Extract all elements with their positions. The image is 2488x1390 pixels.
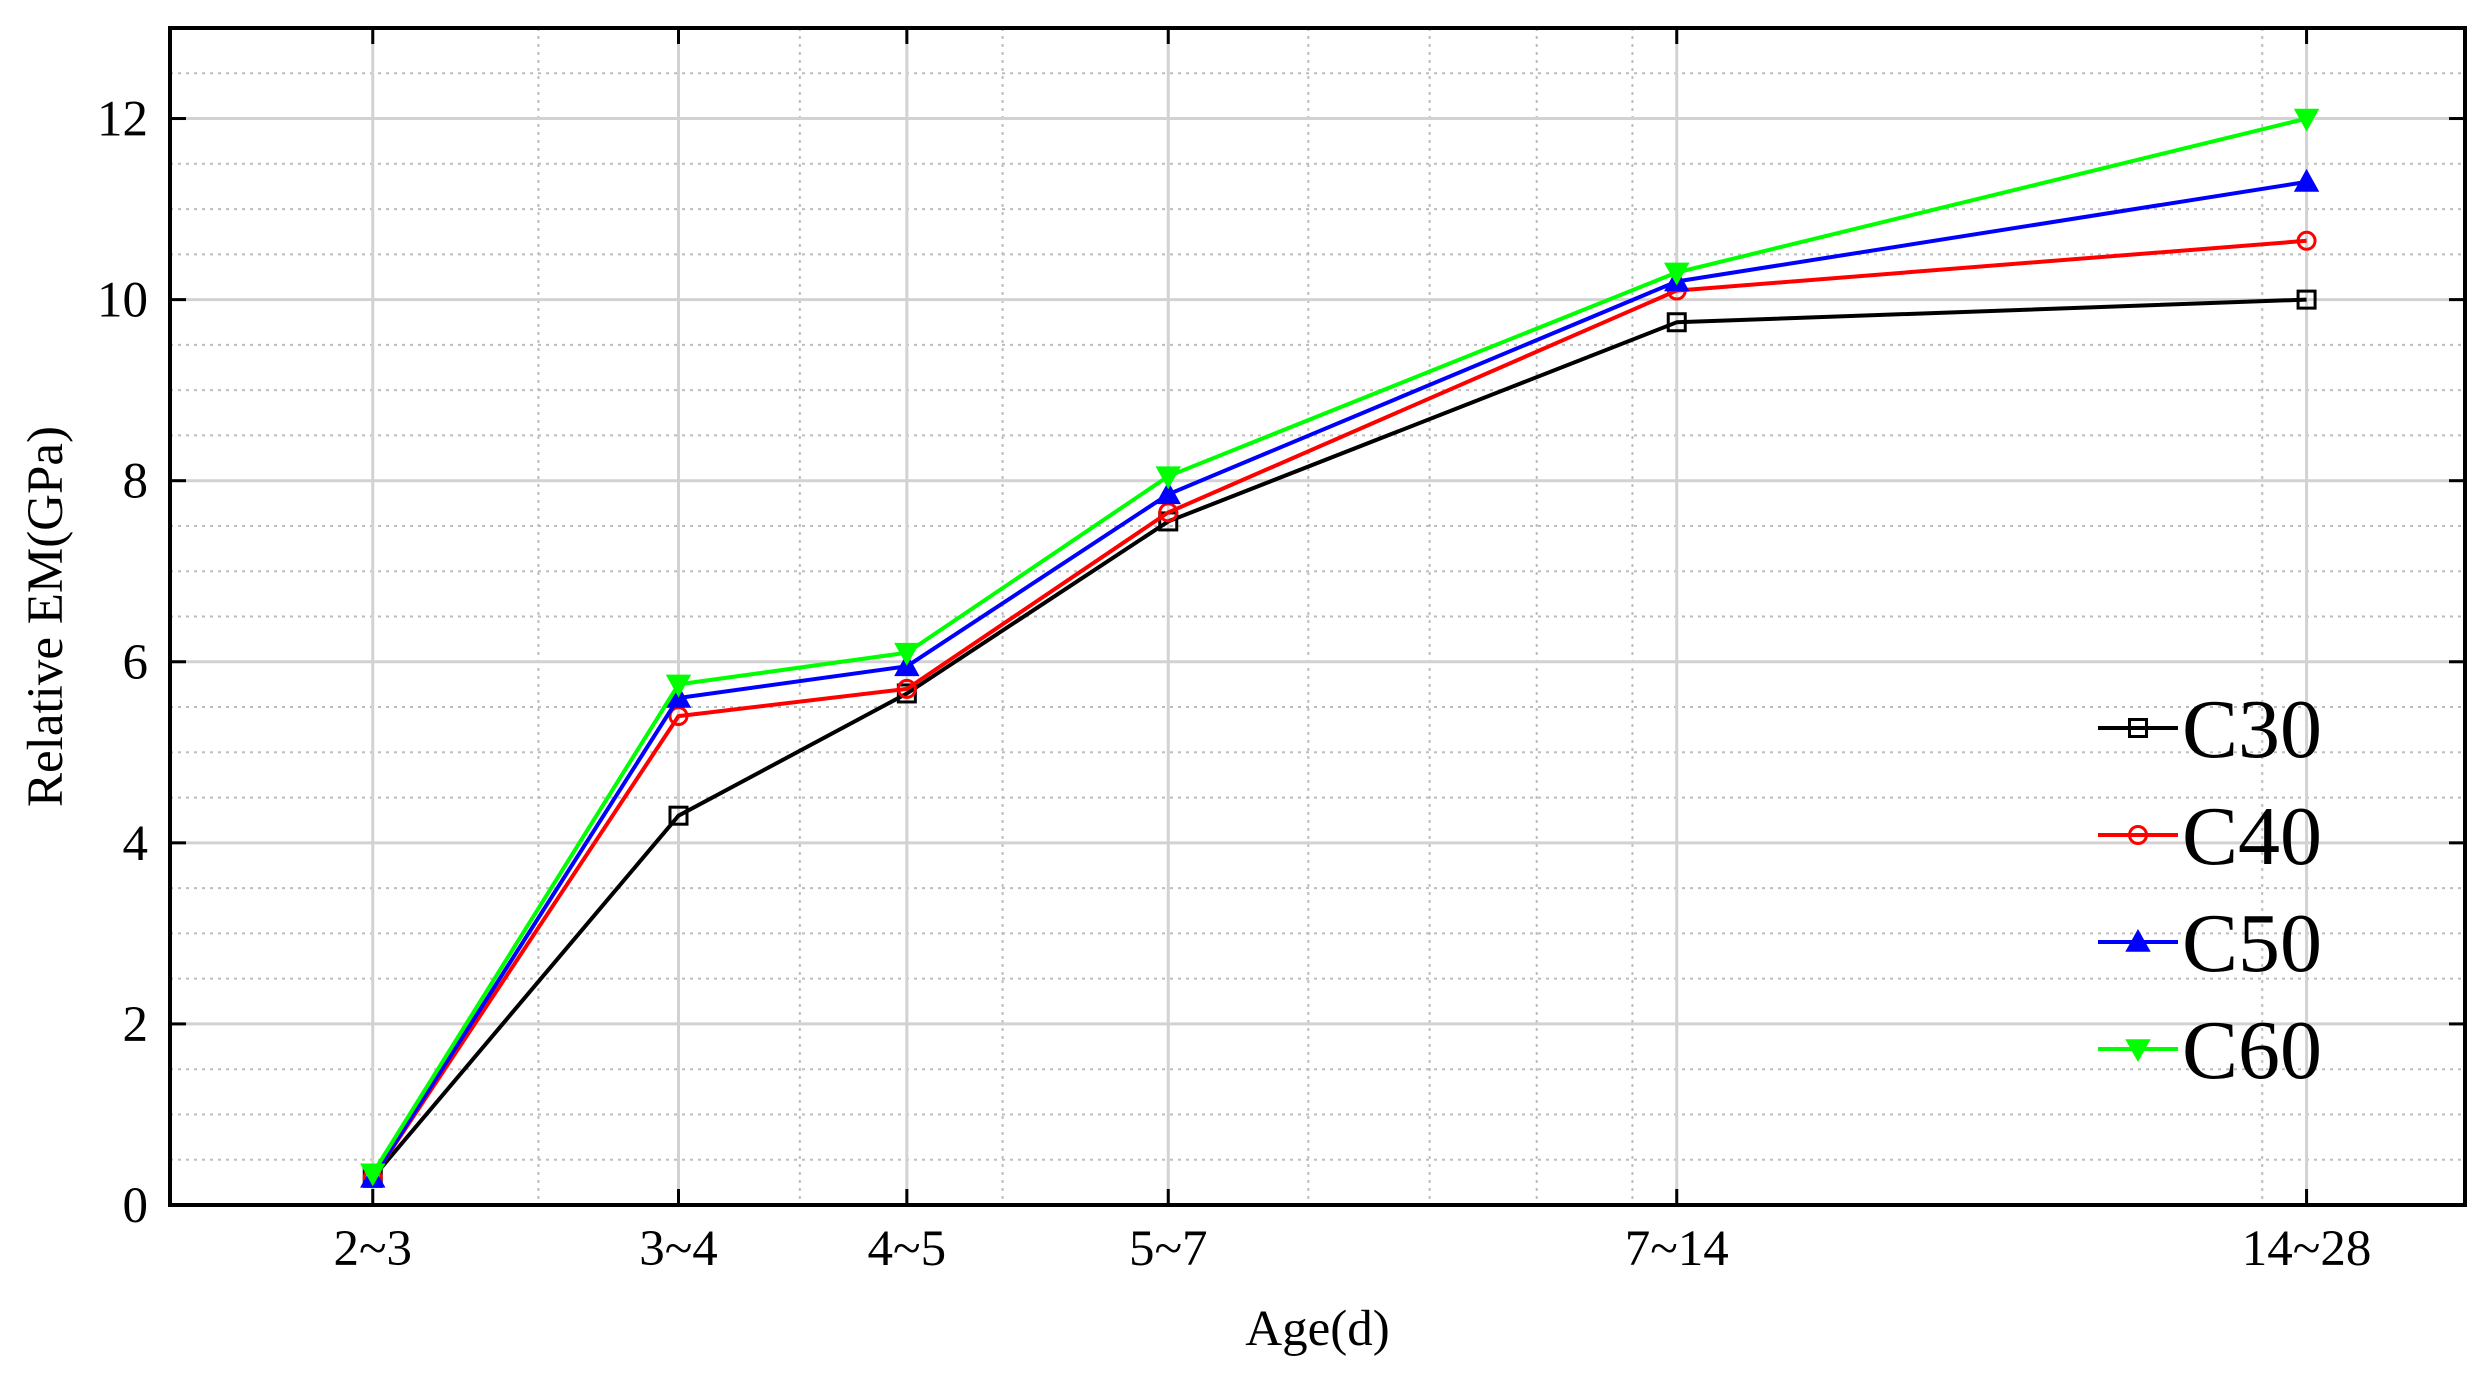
y-tick-label: 6 (123, 635, 149, 691)
series-line-c60 (371, 116, 2308, 1175)
series-line-c30 (371, 297, 2307, 1180)
x-tick-label: 14~28 (2242, 1221, 2372, 1277)
plot-frame (168, 26, 2467, 1207)
series-line-c50 (371, 179, 2307, 1179)
y-tick-label: 8 (123, 454, 149, 510)
legend-marker-c50 (2125, 928, 2151, 952)
data-point-c60 (1155, 466, 1181, 490)
x-axis-label: Age(d) (1245, 1301, 1389, 1357)
x-tick-label: 5~7 (1129, 1221, 1208, 1277)
data-point-c60 (1664, 262, 1690, 286)
legend-item-c50: C50 (2098, 897, 2322, 990)
x-tick-label: 7~14 (1625, 1221, 1729, 1277)
series-line-c40 (371, 238, 2307, 1179)
legend-item-c30: C30 (2098, 683, 2322, 776)
legend-item-c60: C60 (2098, 1004, 2322, 1097)
x-tick-label: 3~4 (639, 1221, 718, 1277)
y-tick-label: 2 (123, 997, 149, 1053)
legend: C30 C40 C50 C60 (2098, 683, 2322, 1097)
data-point-c40 (2296, 230, 2317, 251)
legend-marker-c40 (2128, 825, 2148, 845)
data-point-c50 (1155, 481, 1181, 505)
y-tick-label: 12 (97, 92, 148, 148)
legend-label-c30: C30 (2182, 683, 2322, 776)
data-point-c60 (360, 1163, 386, 1187)
legend-label-c50: C50 (2182, 897, 2322, 990)
data-point-c40 (896, 678, 917, 699)
axes: 0 2 4 6 8 10 12 2~3 3~4 4~5 5~7 7~14 14~28 (97, 28, 2465, 1277)
data-point-c60 (665, 674, 692, 698)
y-tick-label: 4 (123, 816, 149, 872)
legend-marker-c30 (2128, 718, 2148, 738)
data-point-c30 (668, 805, 689, 826)
data-point-c50 (2293, 168, 2320, 192)
data-point-c60 (2293, 108, 2320, 132)
data-point-c60 (894, 642, 920, 666)
y-axis-label: Relative EM(GPa) (18, 426, 74, 807)
series-c60 (360, 108, 2320, 1187)
legend-marker-c60 (2125, 1039, 2151, 1063)
legend-label-c60: C60 (2182, 1004, 2322, 1097)
x-tick-label: 4~5 (868, 1221, 947, 1277)
series-group (360, 108, 2320, 1188)
y-tick-label: 10 (97, 273, 148, 329)
legend-item-c40: C40 (2098, 790, 2322, 883)
x-tick-label: 2~3 (333, 1221, 412, 1277)
data-point-c30 (1666, 312, 1687, 333)
legend-label-c40: C40 (2182, 790, 2322, 883)
grid (169, 27, 2465, 1207)
data-point-c30 (2296, 289, 2317, 310)
y-tick-label: 0 (123, 1178, 149, 1234)
